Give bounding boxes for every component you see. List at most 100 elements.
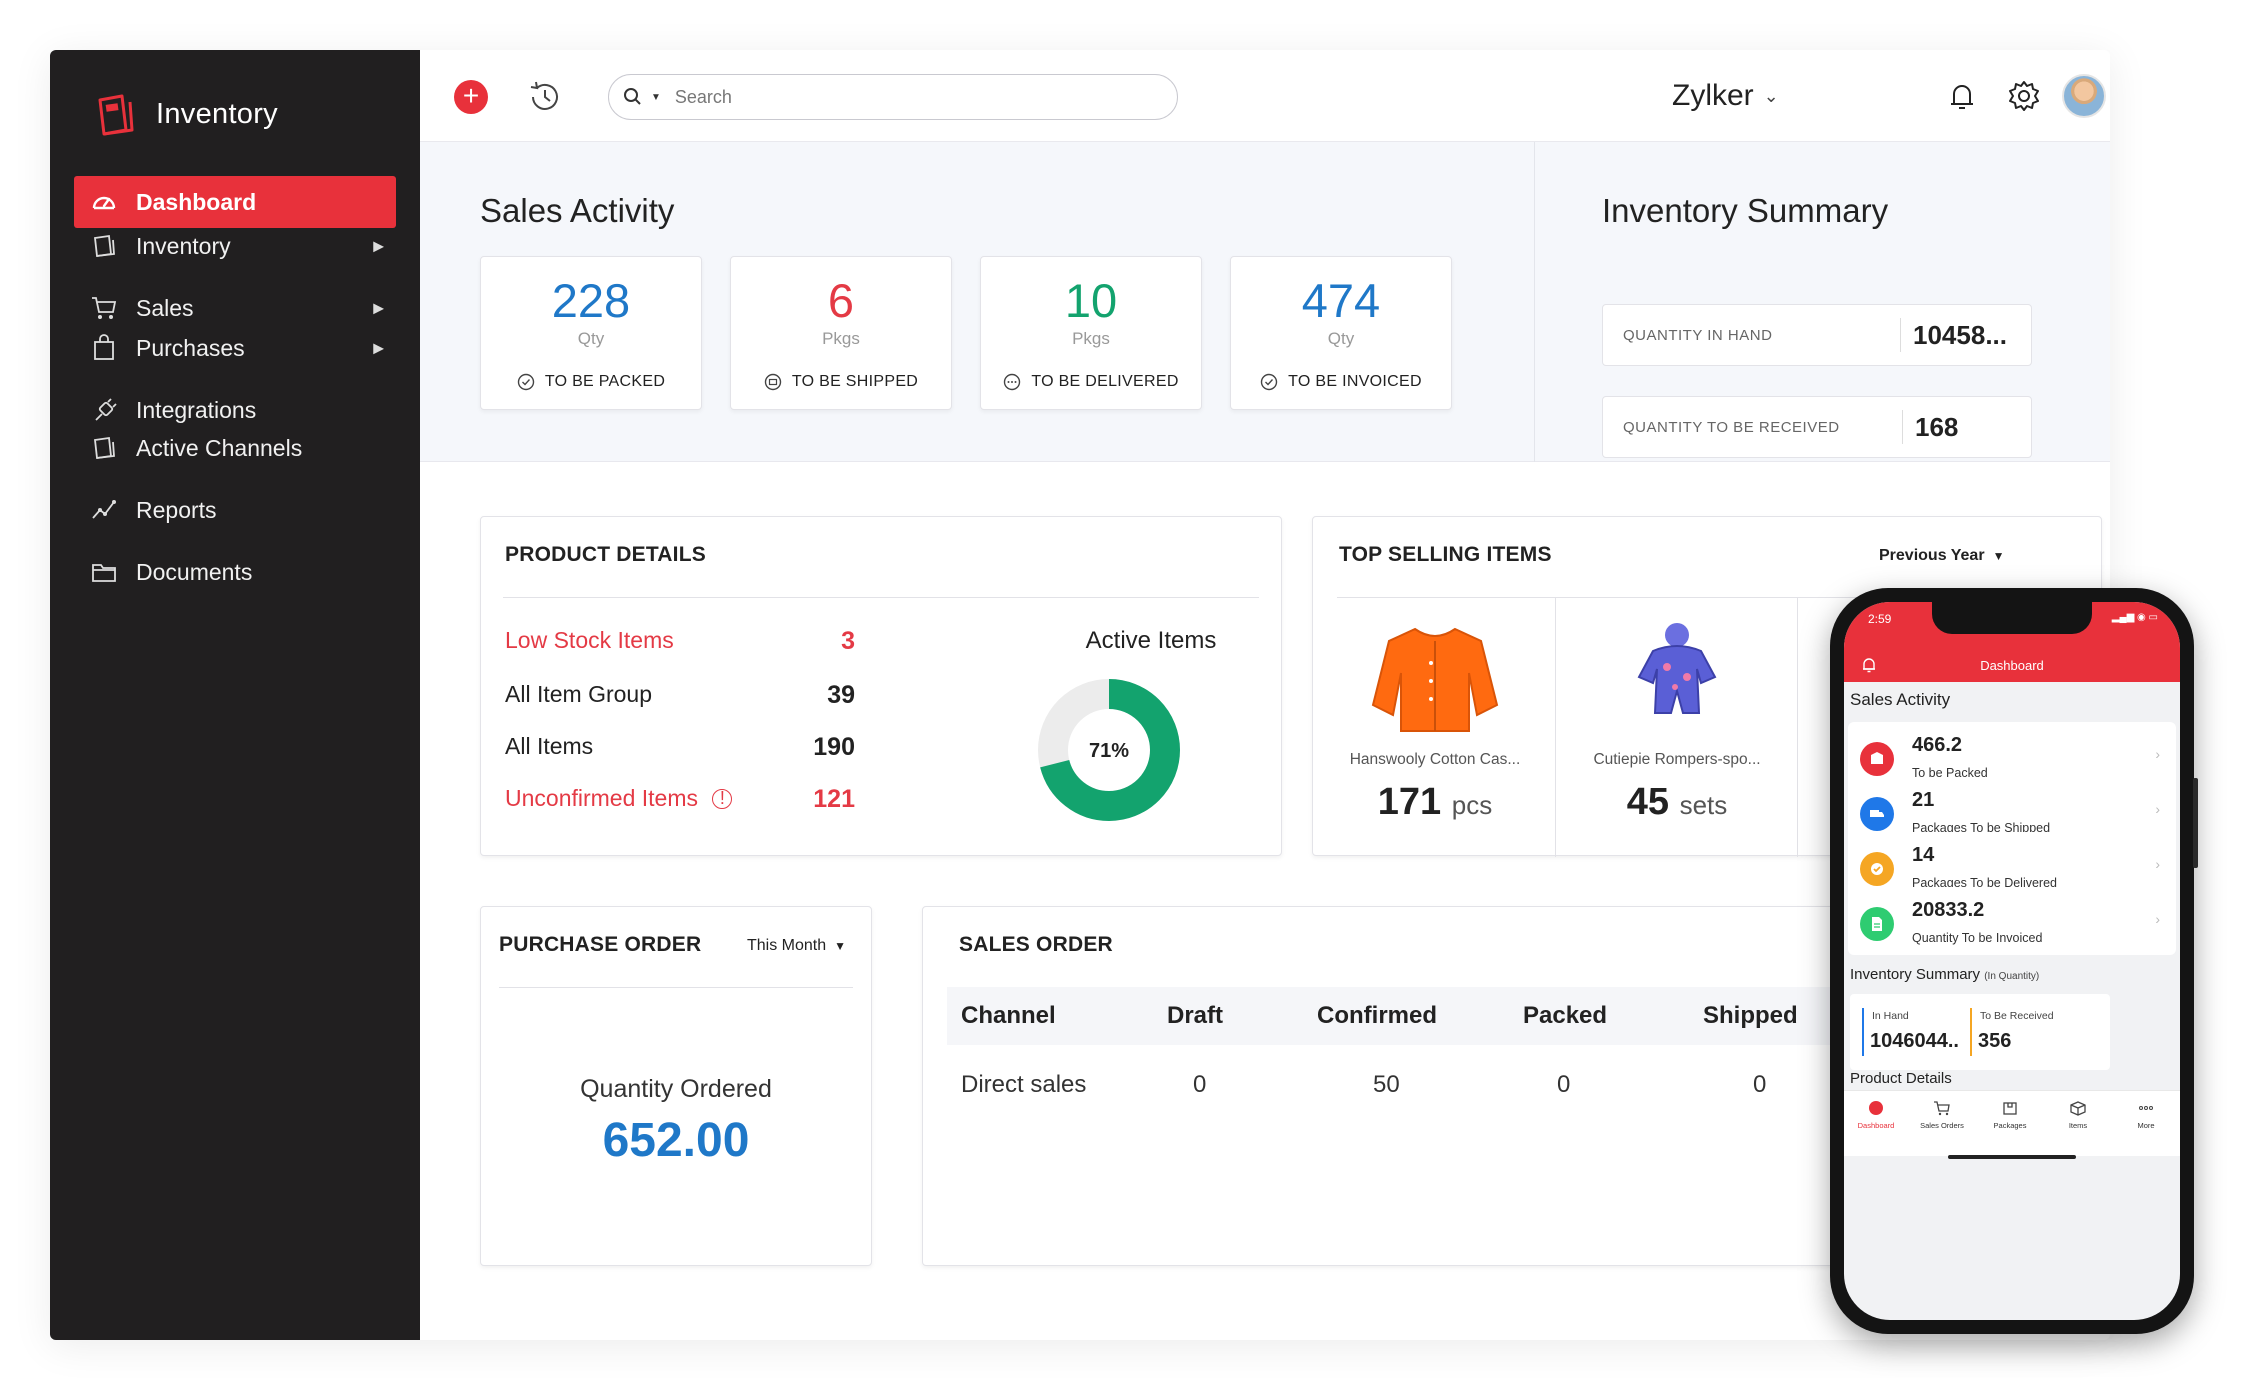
divider [499,987,853,988]
table-cell: 0 [1557,1071,1571,1098]
product-row-low-stock[interactable]: Low Stock Items 3 [505,627,855,656]
phone-card-value: 466.2 [1912,734,1963,756]
tab-label: Sales Orders [1920,1121,1964,1130]
product-row-unconfirmed[interactable]: Unconfirmed Items ! 121 [505,785,855,814]
history-icon[interactable] [526,78,564,116]
item-unit: pcs [1451,790,1493,820]
org-name: Zylker [1672,79,1754,112]
box-icon [2070,1101,2086,1116]
sales-stat-card-to-be-packed[interactable]: 228 Qty TO BE PACKED [480,256,702,410]
product-row-all-items[interactable]: All Items 190 [505,733,855,762]
product-row-value: 190 [813,733,855,761]
sidebar-item-sales[interactable]: Sales ▶ [74,282,396,334]
phone-in-hand-value: 1046044... [1870,1030,1965,1052]
phone-tab-sales-orders[interactable]: Sales Orders [1910,1099,1974,1130]
active-items-label: Active Items [1085,627,1217,654]
inventory-summary-value: 10458... [1913,319,2007,350]
product-row-label: Unconfirmed Items [505,785,699,811]
org-switcher[interactable]: Zylker ⌄ [1672,72,1779,120]
phone-inventory-summary-heading: Inventory Summary (In Quantity) [1850,966,2039,983]
inventory-summary-value: 168 [1915,411,1959,442]
sidebar-item-reports[interactable]: Reports [74,484,396,536]
inventory-summary-title: Inventory Summary [1602,192,1889,229]
folder-icon [92,564,116,582]
brand-name: Inventory [156,97,278,130]
stat-value: 6 [827,274,855,327]
box-icon [94,234,115,258]
tab-label: More [2137,1121,2155,1130]
phone-tab-dashboard[interactable]: Dashboard [1844,1099,1908,1130]
product-row-item-group[interactable]: All Item Group 39 [505,681,855,710]
channels-icon [94,436,115,460]
phone-status-icons: ▂▄▆ ◉ ▭ [2111,612,2158,623]
purchase-order-period-dropdown[interactable]: This Month ▼ [747,937,846,955]
more-circle-icon [1004,373,1021,391]
sidebar-item-active-channels[interactable]: Active Channels [74,422,396,474]
search-bar[interactable]: ▼ [608,74,1178,120]
notification-bell-icon[interactable] [1944,78,1980,114]
quick-create-button[interactable]: + [454,80,488,114]
product-row-label: Low Stock Items [505,627,674,653]
sidebar-item-integrations[interactable]: Integrations [74,384,396,436]
reports-icon [92,500,116,519]
table-row[interactable]: Direct sales 0 50 0 0 [947,1045,1889,1125]
phone-tab-packages[interactable]: Packages [1978,1099,2042,1130]
top-selling-title: TOP SELLING ITEMS [1339,543,1552,566]
stat-unit: Pkgs [822,329,860,348]
search-icon [624,88,641,105]
phone-product-details-label: Product Details [1850,1070,1952,1087]
product-row-value: 3 [841,627,855,655]
inventory-summary-label: QUANTITY TO BE RECEIVED [1623,418,1840,436]
caret-down-icon: ▼ [1992,549,2005,563]
phone-tab-items[interactable]: Items [2046,1099,2110,1130]
quantity-ordered-value: 652.00 [602,1114,750,1167]
stat-value: 10 [1064,274,1118,327]
brand[interactable]: Inventory [92,86,278,142]
phone-card-label: Quantity To be Invoiced [1912,931,2043,945]
sales-stat-card-to-be-shipped[interactable]: 6 Pkgs TO BE SHIPPED [730,256,952,410]
accent-bar [1862,1008,1864,1056]
top-selling-period-dropdown[interactable]: Previous Year ▼ [1879,547,2004,565]
top-selling-item[interactable]: Hanswooly Cotton Cas... 171 pcs [1315,599,1555,855]
item-qty-row: 45 sets [1557,781,1797,824]
phone-card-to-be-invoiced[interactable]: 20833.2 Quantity To be Invoiced › [1848,887,2176,955]
top-selling-item[interactable]: Cutiepie Rompers-spo... 45 sets [1557,599,1797,855]
phone-mockup: 2:59 ▂▄▆ ◉ ▭ Dashboard Sales Activity 46… [1830,588,2198,1334]
table-cell: Direct sales [961,1071,1087,1098]
phone-bell-icon[interactable] [1860,656,1878,674]
dashboard-icon [92,196,116,210]
phone-tab-more[interactable]: More [2114,1099,2178,1130]
sidebar-item-documents[interactable]: Documents [74,546,396,598]
item-qty: 171 [1377,781,1442,823]
app-window: Inventory Dashboard Inventory ▶ Sales ▶ … [50,50,2110,1340]
settings-gear-icon[interactable] [2006,78,2042,114]
user-avatar[interactable] [2062,74,2106,118]
phone-card-label: Packages To be Shipped [1912,821,2051,835]
phone-card-value: 21 [1912,789,1935,811]
chevron-right-icon: › [2155,856,2160,872]
stat-unit: Qty [1327,329,1355,348]
sidebar-item-inventory[interactable]: Inventory ▶ [74,220,396,272]
search-filter-dropdown-icon[interactable]: ▼ [651,91,661,103]
cart-icon [1934,1101,1950,1116]
orange-cardigan-image [1371,627,1499,732]
phone-title: Dashboard [1980,658,2044,673]
search-input[interactable] [674,86,1135,108]
submenu-caret-icon: ▶ [373,339,384,356]
divider [1797,597,1798,857]
product-row-label: All Item Group [505,681,652,707]
sales-stat-card-to-be-delivered[interactable]: 10 Pkgs TO BE DELIVERED [980,256,1202,410]
sidebar-item-purchases[interactable]: Purchases ▶ [74,322,396,374]
sidebar-item-dashboard[interactable]: Dashboard [74,176,396,228]
phone-to-receive-label: To Be Received [1980,1010,2054,1022]
sales-stat-card-to-be-invoiced[interactable]: 474 Qty TO BE INVOICED [1230,256,1452,410]
stat-label: TO BE SHIPPED [791,373,919,390]
phone-screen: 2:59 ▂▄▆ ◉ ▭ Dashboard Sales Activity 46… [1844,602,2180,1320]
phone-to-receive-value: 356 [1978,1030,2012,1052]
stat-label-row: TO BE INVOICED [1231,373,1451,391]
sales-order-table: Channel Draft Confirmed Packed Shipped D… [947,987,1889,1125]
submenu-caret-icon: ▶ [373,237,384,254]
item-name: Hanswooly Cotton Cas... [1349,751,1521,768]
product-row-value: 121 [813,785,855,813]
tab-label: Items [2068,1121,2088,1130]
